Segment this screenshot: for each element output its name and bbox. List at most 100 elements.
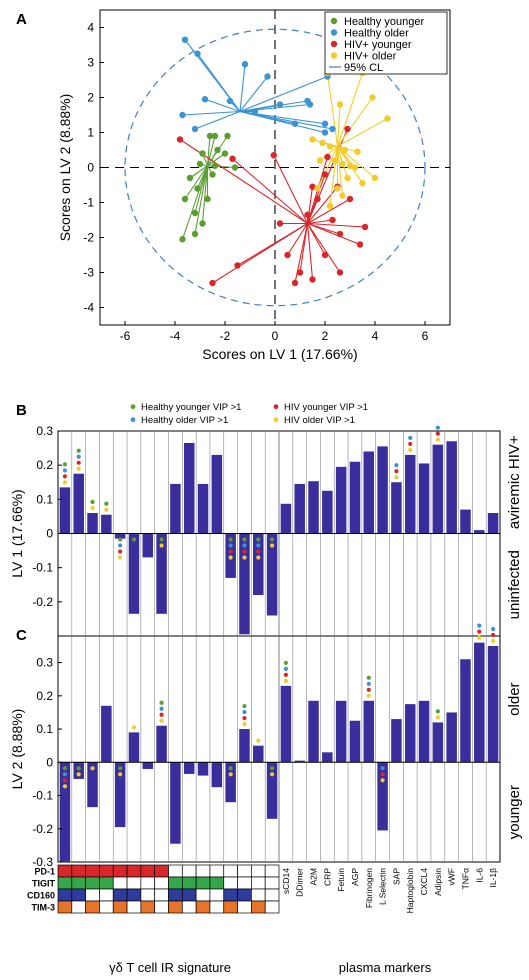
vip-marker: [269, 537, 275, 542]
vip-marker: [477, 629, 482, 634]
legend-marker: [330, 40, 338, 48]
series-spoke: [181, 165, 209, 240]
side-label-lower: uninfected: [506, 550, 523, 619]
ir-cell: [264, 876, 280, 890]
scatter-point: [284, 251, 291, 259]
bar: [266, 533, 278, 616]
scatter-point: [336, 230, 344, 238]
vip-legend-entry: Healthy older VIP >1: [141, 415, 228, 426]
vip-marker: [76, 454, 81, 459]
scatter-point: [344, 125, 351, 133]
bar: [377, 762, 388, 831]
bar: [280, 503, 292, 534]
vip-marker: [131, 725, 137, 730]
bar: [432, 722, 444, 763]
series-spoke: [307, 186, 338, 224]
vip-marker: [228, 537, 233, 542]
vip-marker: [256, 549, 261, 554]
y-axis-label: LV 1 (17.66%): [9, 489, 25, 577]
scatter-point: [329, 125, 336, 133]
vip-marker: [490, 632, 496, 638]
vip-marker: [435, 715, 440, 720]
vip-marker: [256, 543, 261, 548]
vip-marker: [269, 766, 275, 771]
scatter-point: [229, 155, 236, 162]
vip-marker: [380, 778, 385, 783]
y-tick-label: -0.2: [32, 822, 53, 836]
category-label: CRP: [322, 868, 332, 886]
category-label: DDimer: [295, 868, 305, 897]
category-label: Fetuin: [336, 868, 346, 892]
ir-cell: [237, 876, 252, 890]
vip-marker: [435, 709, 440, 714]
legend-entry: HIV+ older: [344, 50, 397, 62]
series-spoke: [201, 165, 209, 224]
y-axis-label: LV 2 (8.88%): [9, 709, 25, 790]
vip-marker: [408, 435, 413, 441]
vip-marker: [435, 425, 440, 430]
bar: [128, 732, 140, 763]
y-tick-label: 4: [87, 21, 94, 35]
vip-marker: [76, 460, 81, 465]
category-label: sCD14: [281, 868, 291, 894]
legend-marker: [330, 29, 338, 36]
vip-marker: [490, 638, 496, 644]
scatter-point: [321, 171, 329, 178]
bar: [474, 642, 485, 763]
series-spoke: [307, 222, 366, 228]
scatter-point: [206, 132, 214, 140]
bar: [391, 719, 402, 763]
ir-cell: [181, 864, 197, 878]
scatter-point: [211, 132, 219, 140]
legend-entry: HIV+ younger: [344, 39, 412, 51]
scatter-point: [314, 185, 321, 192]
scatter-point: [351, 164, 359, 171]
series-spoke: [337, 97, 373, 147]
vip-marker: [228, 555, 233, 560]
series-spoke: [337, 118, 388, 147]
ir-cell: [71, 876, 86, 890]
bar: [474, 530, 485, 534]
vip-marker: [62, 474, 68, 479]
bar: [73, 473, 84, 534]
y-tick-label: -2: [83, 231, 94, 245]
bar: [377, 446, 388, 534]
vip-marker: [366, 675, 371, 680]
scatter-point: [339, 192, 346, 199]
vip-marker: [283, 666, 289, 671]
vip-marker: [62, 778, 68, 783]
vip-marker: [228, 543, 233, 548]
ir-cell: [264, 888, 280, 902]
scatter-point: [199, 220, 206, 227]
side-label-lower: younger: [506, 785, 523, 839]
ir-cell: [195, 876, 211, 890]
bar: [114, 533, 126, 539]
vip-legend-marker: [130, 404, 136, 410]
scatter-point: [204, 195, 211, 203]
y-axis-label: Scores on LV 2 (8.88%): [57, 94, 73, 242]
legend-marker: [330, 52, 338, 59]
y-tick-label: 0: [46, 755, 53, 769]
bar: [59, 487, 71, 534]
scatter-point: [191, 125, 199, 133]
scatter-point: [304, 211, 311, 218]
vip-marker: [90, 499, 95, 505]
vip-marker: [477, 635, 482, 640]
scatter-point: [291, 120, 299, 127]
ir-cell: [112, 888, 128, 902]
bar: [363, 700, 375, 763]
bar: [404, 704, 416, 763]
y-tick-label: 1: [87, 126, 94, 140]
ir-cell: [57, 864, 73, 878]
series-spoke: [306, 198, 319, 224]
vip-marker: [104, 507, 109, 512]
bar: [349, 720, 361, 763]
vip-marker: [131, 537, 137, 542]
vip-legend-marker: [273, 417, 279, 423]
y-tick-label: 3: [87, 56, 94, 70]
panel-letter-a: A: [16, 11, 27, 28]
ir-cell: [140, 864, 156, 878]
bar: [391, 482, 402, 534]
y-tick-label: -0.2: [32, 595, 53, 609]
bar: [335, 466, 347, 534]
